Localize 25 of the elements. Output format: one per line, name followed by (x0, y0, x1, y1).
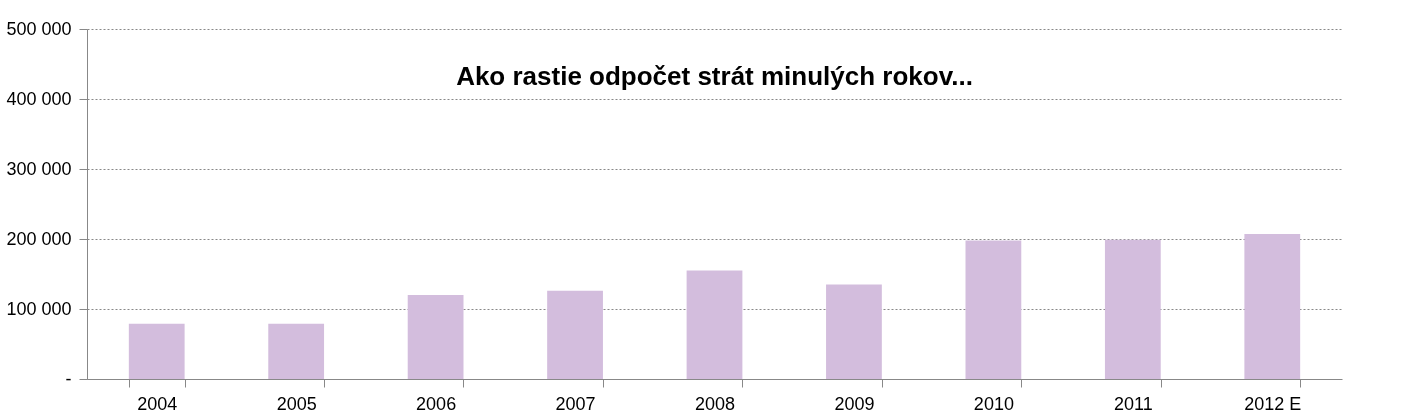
x-tick-label: 2011 (1113, 393, 1153, 414)
bar (268, 323, 325, 379)
x-tick-label: 2005 (276, 393, 317, 414)
bar (547, 290, 603, 379)
x-tick-label: 2008 (694, 393, 736, 414)
bar (1104, 239, 1161, 379)
bar (128, 323, 185, 379)
x-tick-label: 2006 (416, 393, 457, 414)
bar (826, 284, 882, 379)
y-tick-label: 500 000 (6, 18, 72, 39)
x-tick-label: 2004 (137, 393, 178, 414)
x-tick-label: 2010 (973, 393, 1014, 414)
y-tick-label: - (65, 368, 72, 389)
bar (1244, 234, 1301, 379)
x-tick-label: 2012 E (1244, 393, 1302, 414)
y-tick-label: 400 000 (6, 88, 72, 109)
x-tick-label: 2007 (555, 393, 596, 414)
bar (965, 240, 1022, 379)
y-tick-label: 100 000 (6, 298, 72, 319)
bar (686, 270, 743, 379)
bar (407, 295, 464, 379)
text: Ako rastie odpočet strát minulých rokov... (456, 61, 973, 91)
y-tick-label: 300 000 (6, 158, 72, 179)
x-tick-label: 2009 (834, 393, 875, 414)
y-tick-label: 200 000 (6, 228, 72, 249)
